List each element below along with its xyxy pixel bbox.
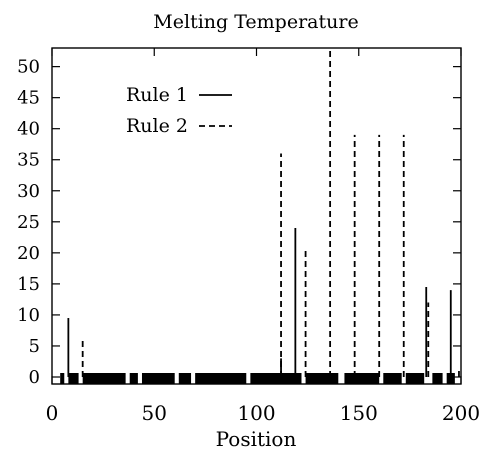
x-tick-label: 0 <box>46 401 59 425</box>
baseline-mark <box>141 373 175 384</box>
y-tick-label: 0 <box>29 367 40 388</box>
x-tick-label: 200 <box>442 401 479 425</box>
baseline-mark <box>383 373 402 384</box>
y-tick-label: 25 <box>17 212 40 233</box>
baseline-mark <box>344 373 380 384</box>
legend-label: Rule 1 <box>126 84 188 106</box>
x-tick-label: 150 <box>340 401 378 425</box>
y-tick-label: 50 <box>17 57 40 78</box>
y-tick-label: 15 <box>17 274 40 295</box>
baseline-mark <box>432 373 443 384</box>
series-bars <box>67 48 460 377</box>
x-axis-label: Position <box>216 427 297 451</box>
legend: Rule 1 Rule 2 <box>126 84 232 137</box>
y-tick-label: 45 <box>17 88 40 109</box>
x-tick-label: 50 <box>142 401 167 425</box>
y-tick-label: 5 <box>29 336 40 357</box>
baseline-mark <box>405 373 425 384</box>
baseline-mark <box>60 373 65 384</box>
baseline-mark <box>305 373 339 384</box>
baseline-mark <box>178 373 192 384</box>
baseline-mark <box>195 373 247 384</box>
y-axis: 0 5 10 15 20 25 30 35 40 45 50 <box>17 57 461 388</box>
baseline-mark <box>250 373 302 384</box>
baseline-mark <box>129 373 138 384</box>
y-tick-label: 10 <box>17 305 40 326</box>
x-tick-label: 100 <box>237 401 275 425</box>
y-tick-label: 40 <box>17 119 40 140</box>
baseline-mark <box>446 373 455 384</box>
y-tick-label: 35 <box>17 150 40 171</box>
legend-label: Rule 2 <box>126 115 188 137</box>
baseline-marks <box>60 373 455 384</box>
baseline-mark <box>68 373 79 384</box>
y-tick-label: 20 <box>17 243 40 264</box>
plot-frame <box>51 47 462 385</box>
baseline-mark <box>82 373 126 384</box>
x-axis: 0 50 100 150 200 <box>46 48 479 425</box>
chart-title: Melting Temperature <box>153 11 358 33</box>
y-tick-label: 30 <box>17 181 40 202</box>
